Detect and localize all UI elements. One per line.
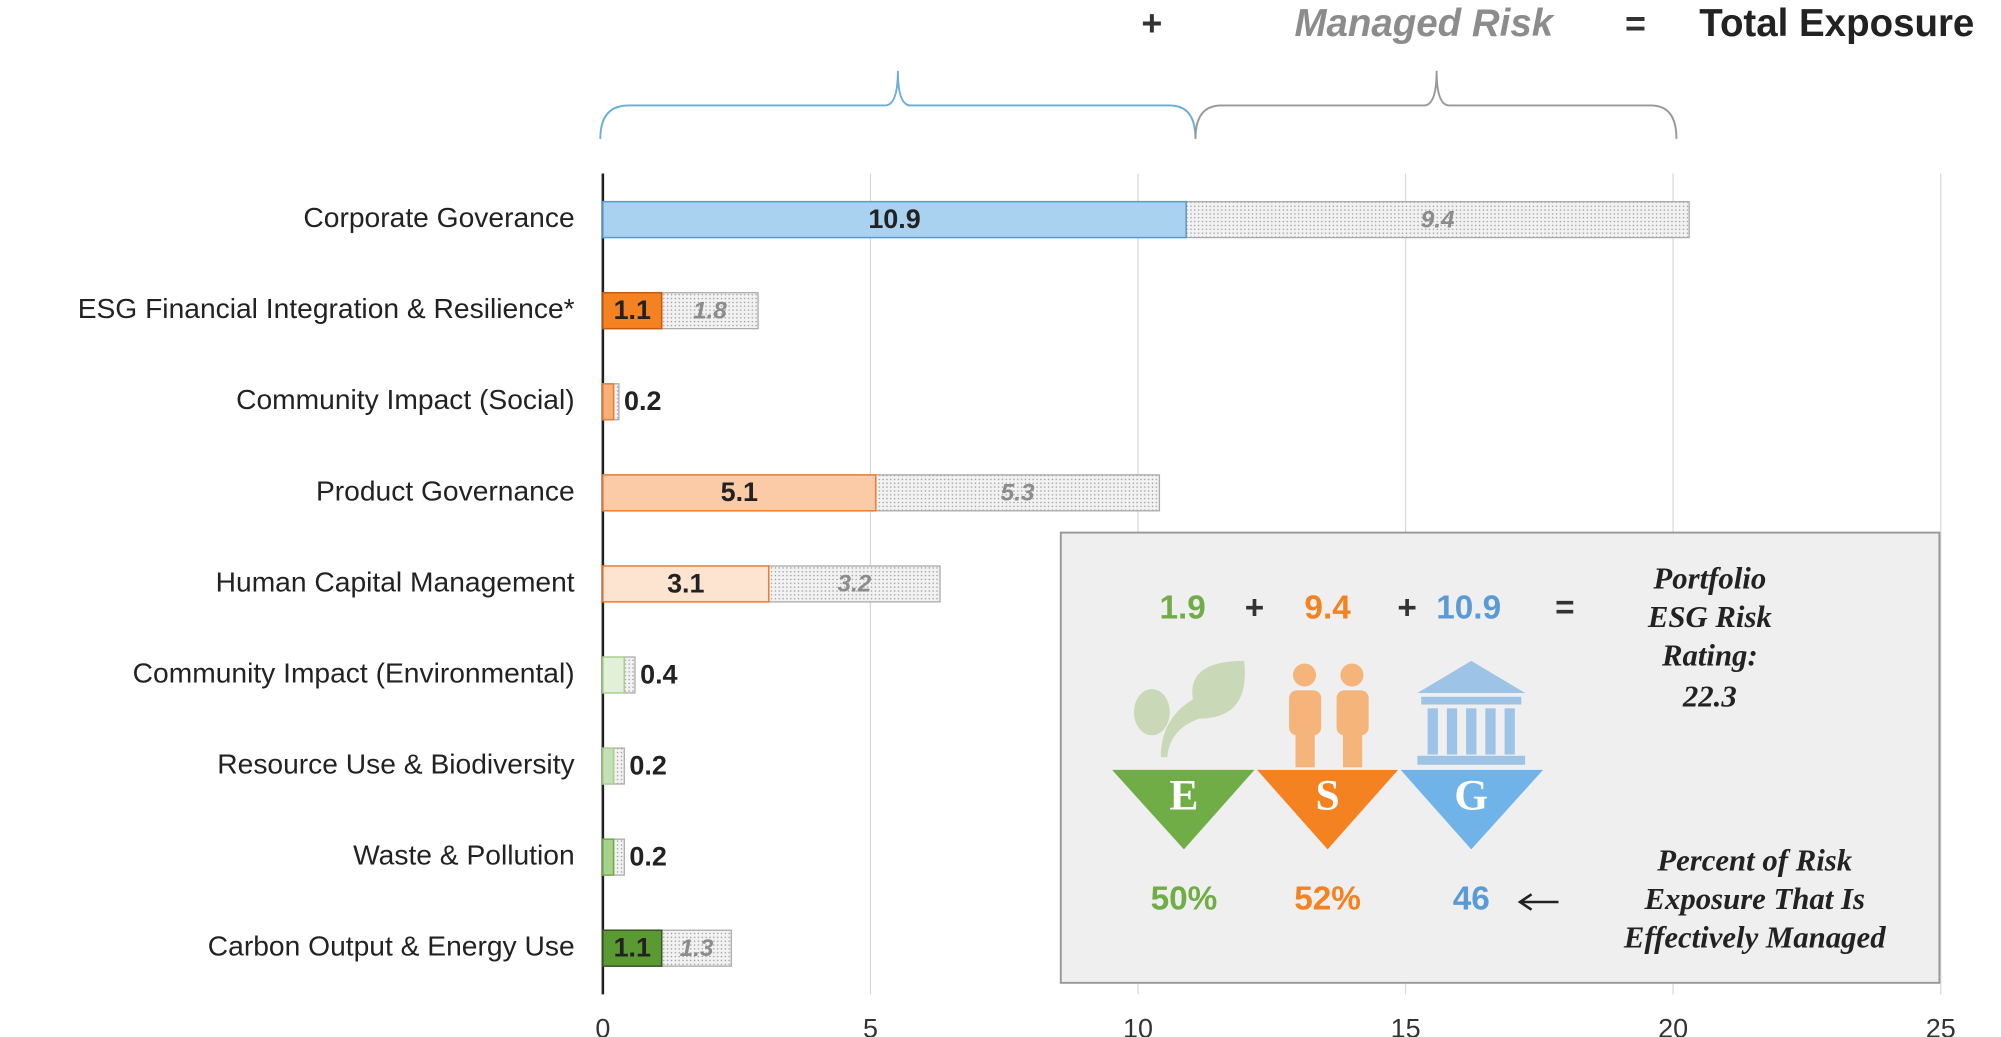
page: {"chart_data":{"type":"stacked-hbar", "h… — [0, 0, 2001, 1037]
managed-label: 5.3 — [1001, 480, 1035, 507]
unmanaged-label: 0.2 — [629, 750, 666, 780]
managed-label: 3.2 — [837, 571, 871, 598]
percent: 46 — [1453, 881, 1490, 918]
category-label: ESG Financial Integration & Resilience* — [78, 292, 575, 324]
unmanaged-label: 0.2 — [629, 842, 666, 872]
note-text: Effectively Managed — [1623, 921, 1886, 955]
x-tick-label: 5 — [863, 1013, 878, 1037]
score: + — [1397, 589, 1416, 626]
header-total: Total Exposure — [1699, 2, 1974, 45]
managed-bar — [614, 748, 625, 784]
x-tick-label: 25 — [1926, 1013, 1956, 1037]
unmanaged-label: 1.1 — [614, 933, 651, 963]
score: 9.4 — [1304, 589, 1351, 626]
score: + — [1245, 589, 1264, 626]
managed-label: 1.8 — [693, 297, 727, 324]
category-label: Community Impact (Social) — [236, 383, 575, 415]
esg-letter: G — [1454, 771, 1488, 819]
x-tick-label: 20 — [1658, 1013, 1688, 1037]
note-text: Percent of Risk — [1656, 844, 1852, 878]
score: 10.9 — [1436, 589, 1501, 626]
x-tick-label: 0 — [595, 1013, 610, 1037]
category-label: Resource Use & Biodiversity — [217, 748, 575, 780]
x-tick-label: 10 — [1123, 1013, 1153, 1037]
brace-unmanaged — [600, 71, 1195, 139]
header-equals: = — [1625, 2, 1646, 43]
managed-label: 1.3 — [680, 935, 714, 962]
x-tick-label: 15 — [1391, 1013, 1421, 1037]
rating-text: Portfolio — [1652, 561, 1766, 595]
rating-text: Rating: — [1661, 638, 1758, 672]
unmanaged-label: 5.1 — [721, 477, 758, 507]
unmanaged-label: 3.1 — [667, 568, 704, 598]
note-text: Exposure That Is — [1643, 882, 1865, 916]
percent: 52% — [1294, 881, 1361, 918]
unmanaged-label: 10.9 — [868, 204, 920, 234]
managed-bar — [624, 657, 635, 693]
managed-bar — [614, 384, 619, 420]
esg-letter: E — [1169, 771, 1198, 819]
brace-managed — [1195, 71, 1676, 139]
category-label: Community Impact (Environmental) — [133, 656, 575, 688]
category-label: Waste & Pollution — [353, 839, 575, 871]
unmanaged-label: 0.2 — [624, 386, 661, 416]
unmanaged-label: 1.1 — [614, 295, 651, 325]
unmanaged-bar — [603, 657, 624, 693]
rating-text: ESG Risk — [1647, 600, 1773, 634]
percent: 50% — [1151, 881, 1218, 918]
unmanaged-bar — [603, 748, 614, 784]
score: = — [1555, 589, 1574, 626]
category-label: Corporate Goverance — [303, 201, 574, 233]
esg-letter: S — [1315, 771, 1339, 819]
chart: + Managed Risk = Total Exposure 0 5 10 15 20… — [0, 0, 2001, 1037]
category-label: Product Governance — [316, 474, 575, 506]
score: 1.9 — [1159, 589, 1205, 626]
unmanaged-bar — [603, 839, 614, 875]
header-managed: Managed Risk — [1294, 2, 1554, 45]
managed-bar — [614, 839, 625, 875]
unmanaged-label: 0.4 — [640, 659, 677, 689]
header-plus: + — [1141, 2, 1162, 43]
unmanaged-bar — [603, 384, 614, 420]
inset: 1.9 +9.4 +10.9 = Portfolio ESG Risk Rating: 22.… — [1061, 533, 1940, 983]
category-label: Carbon Output & Energy Use — [208, 930, 575, 962]
managed-label: 9.4 — [1421, 206, 1455, 233]
category-label: Human Capital Management — [216, 565, 575, 597]
rating-text: 22.3 — [1682, 679, 1737, 713]
